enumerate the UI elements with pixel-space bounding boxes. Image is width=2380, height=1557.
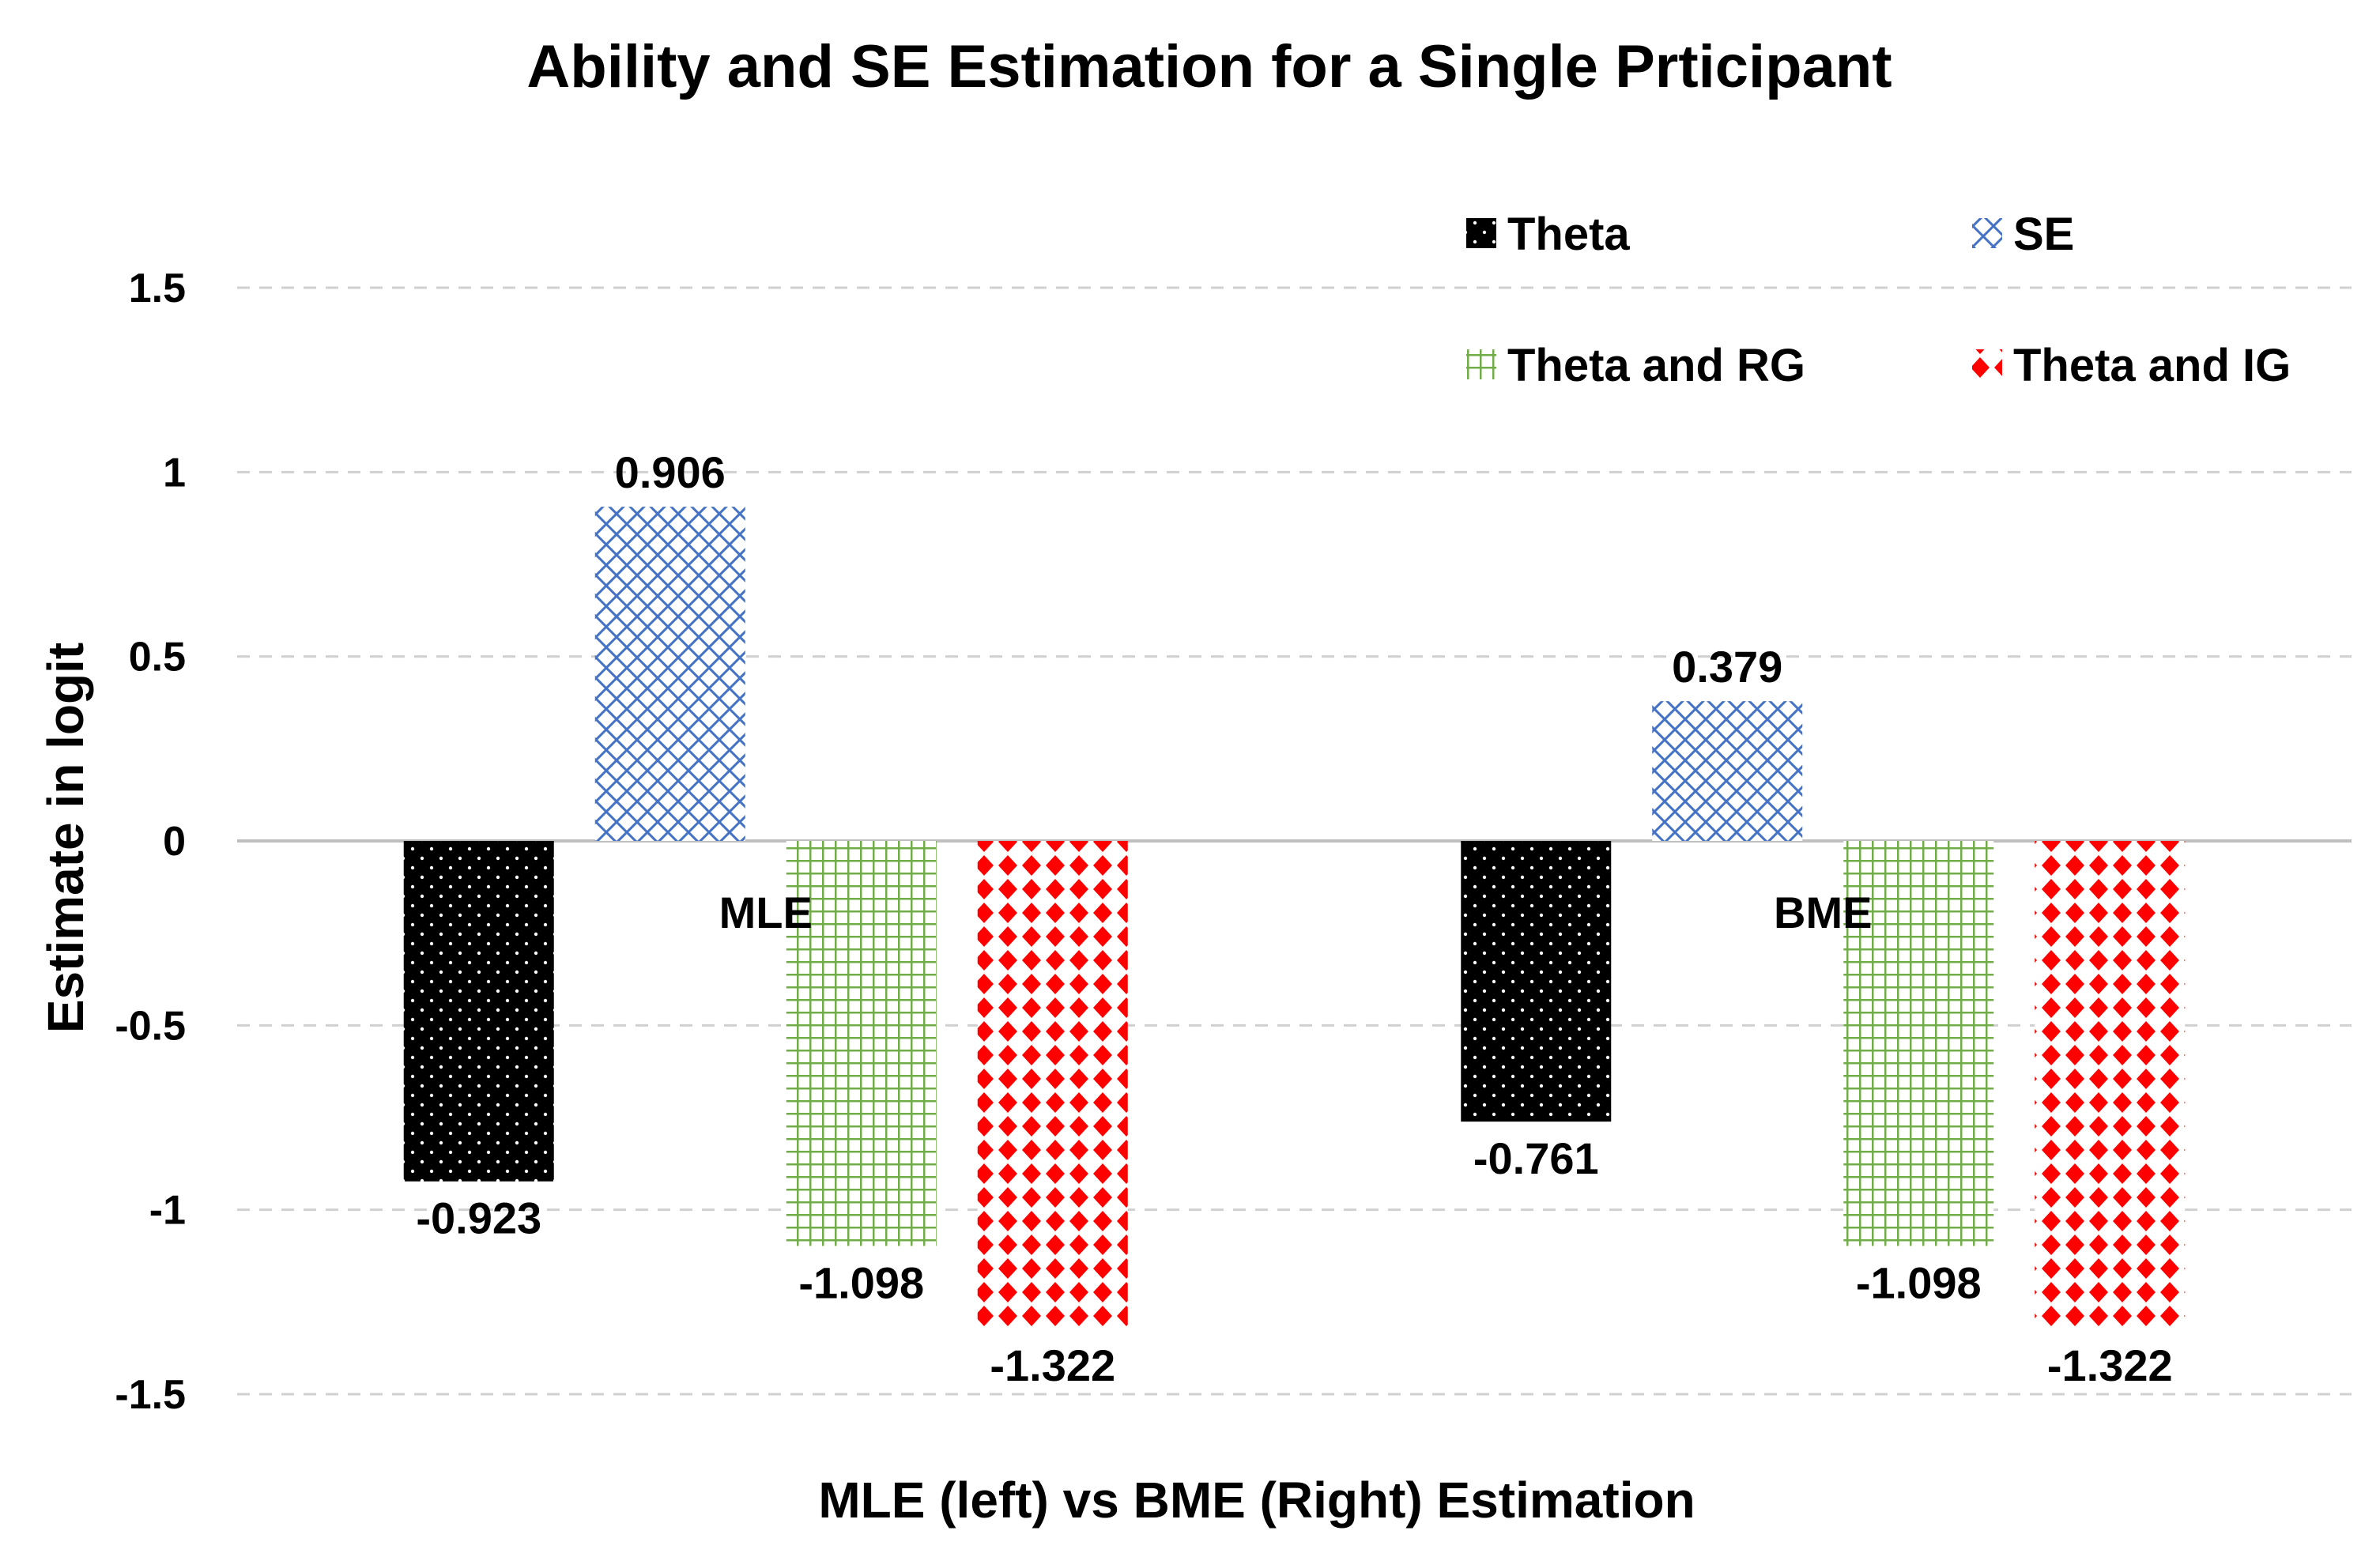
legend-label: Theta [1507,209,1630,260]
data-label: -0.923 [416,1193,541,1243]
data-label: -0.761 [1473,1133,1599,1183]
legend-swatch-se [1972,218,2002,248]
y-tick-label: -1 [149,1188,186,1234]
y-tick-label: -0.5 [115,1003,186,1049]
y-tick-label: 1 [163,450,186,496]
data-label: -1.322 [990,1340,1115,1390]
legend-label: Theta and IG [2013,340,2291,391]
legend-swatch-theta [1466,218,1496,248]
category-label: BME [1774,888,1872,937]
legend-label: SE [2013,209,2074,260]
y-tick-label: 0.5 [129,635,186,680]
bar-se-bme [1652,701,1803,841]
y-tick-label: 0 [163,819,186,865]
y-tick-label: -1.5 [115,1372,186,1418]
data-label: -1.322 [2047,1340,2173,1390]
bars [403,507,2186,1329]
bar-theta-mle [403,841,554,1182]
data-label: -1.098 [798,1257,924,1307]
y-axis-title: Estimate in logit [37,643,94,1033]
legend-swatch-theta-and-rg [1466,349,1496,379]
category-labels: MLE BME [719,888,1873,937]
data-label: -1.098 [1856,1257,1982,1307]
y-ticks: 1.5 1 0.5 0 -0.5 -1 -1.5 [115,266,186,1418]
bar-theta-and-ig-mle [977,841,1128,1329]
bar-theta-and-rg-bme [1843,841,1994,1246]
category-label: MLE [719,888,813,937]
bar-se-mle [594,507,745,841]
bar-theta-and-rg-mle [786,841,937,1246]
legend: Theta SE Theta and RG Theta and IG [1466,209,2291,391]
legend-swatch-theta-and-ig [1972,349,2002,379]
gridlines [237,286,2352,1396]
bar-theta-bme [1461,841,1612,1122]
bar-theta-and-ig-bme [2035,841,2186,1329]
data-labels: -0.923 0.906 -1.098 -1.322 -0.761 0.379 -1.098… [416,447,2172,1390]
data-label: 0.906 [615,447,726,497]
chart-title: Ability and SE Estimation for a Single P… [526,33,1892,100]
x-axis-title: MLE (left) vs BME (Right) Estimation [818,1472,1695,1529]
data-label: 0.379 [1672,642,1782,692]
y-tick-label: 1.5 [129,266,186,311]
legend-label: Theta and RG [1507,340,1805,391]
